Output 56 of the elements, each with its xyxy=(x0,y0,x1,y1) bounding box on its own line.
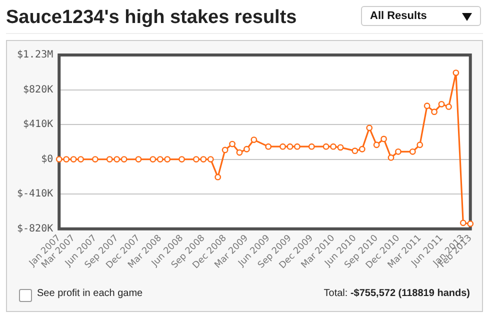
point xyxy=(373,142,380,148)
y-tick-label: $-410K xyxy=(17,188,54,200)
point xyxy=(330,143,336,150)
y-tick-label: $1.23M xyxy=(17,50,54,61)
y-tick-label: $410K xyxy=(23,119,54,130)
point xyxy=(388,154,394,161)
y-tick-label: $0 xyxy=(41,154,54,165)
text: Total: -$755,572 (118819 hands) xyxy=(324,288,470,299)
point xyxy=(106,156,113,162)
y-tick-label: $-820K xyxy=(17,223,54,234)
point xyxy=(358,146,366,152)
point xyxy=(207,156,214,162)
point xyxy=(229,140,236,148)
point xyxy=(460,220,466,226)
point xyxy=(164,156,171,162)
point xyxy=(424,102,430,110)
point xyxy=(431,108,438,116)
point xyxy=(395,148,402,155)
point xyxy=(366,124,373,132)
point xyxy=(416,142,424,148)
point xyxy=(114,156,120,162)
point xyxy=(250,136,258,143)
point xyxy=(135,156,142,162)
point xyxy=(150,156,156,162)
point xyxy=(236,149,243,156)
point xyxy=(120,156,128,162)
point xyxy=(244,146,250,152)
point xyxy=(452,70,460,76)
point xyxy=(322,143,330,150)
point xyxy=(193,156,200,162)
point xyxy=(92,156,98,162)
point xyxy=(337,144,344,151)
point xyxy=(178,156,185,162)
point xyxy=(467,220,474,227)
text: See profit in each game xyxy=(37,288,143,299)
point xyxy=(70,156,77,162)
point xyxy=(56,156,62,162)
point xyxy=(409,148,416,155)
point xyxy=(352,148,358,154)
point xyxy=(380,136,387,142)
point xyxy=(78,156,84,162)
results-dropdown: All Results xyxy=(361,6,481,26)
point xyxy=(265,143,272,150)
point xyxy=(446,104,452,110)
point xyxy=(294,143,300,150)
point xyxy=(280,143,286,150)
point xyxy=(286,143,294,150)
y-tick-label: $820K xyxy=(23,84,54,96)
chart-title: Sauce1234's high stakes results xyxy=(6,7,297,29)
point xyxy=(222,146,228,154)
point xyxy=(308,143,315,150)
point xyxy=(63,156,70,162)
point xyxy=(200,156,207,162)
point xyxy=(438,100,445,108)
point xyxy=(214,174,222,180)
point xyxy=(156,156,164,162)
